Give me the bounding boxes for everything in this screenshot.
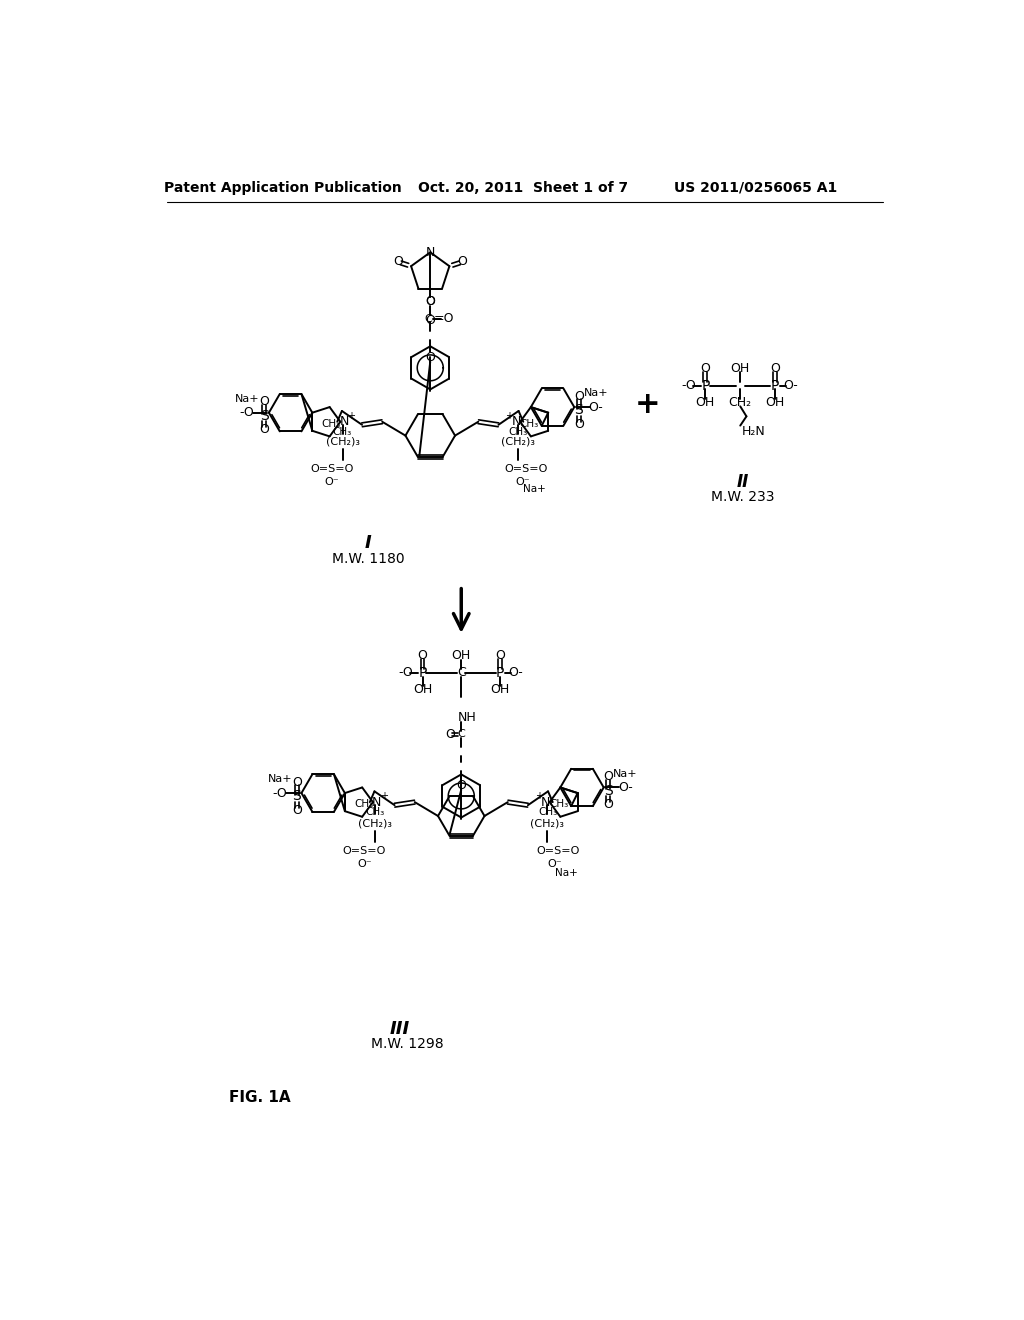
Text: (CH₂)₃: (CH₂)₃	[326, 437, 359, 446]
Text: O: O	[425, 296, 435, 308]
Text: O: O	[425, 314, 435, 327]
Text: N: N	[372, 796, 382, 809]
Text: +: +	[505, 411, 513, 421]
Text: FIG. 1A: FIG. 1A	[228, 1090, 291, 1105]
Text: CH₃: CH₃	[549, 800, 568, 809]
Text: OH: OH	[766, 396, 784, 409]
Text: O⁻: O⁻	[548, 859, 562, 869]
Text: O: O	[574, 389, 584, 403]
Text: I: I	[365, 535, 372, 552]
Text: S: S	[293, 789, 301, 803]
Text: M.W. 1298: M.W. 1298	[371, 1038, 443, 1051]
Text: OH: OH	[695, 396, 715, 409]
Text: O: O	[259, 396, 269, 408]
Text: P: P	[771, 379, 779, 392]
Text: N: N	[426, 246, 435, 259]
Text: US 2011/0256065 A1: US 2011/0256065 A1	[674, 181, 838, 194]
Text: S: S	[604, 784, 612, 797]
Text: O: O	[603, 797, 613, 810]
Text: -O: -O	[398, 667, 413, 680]
Text: CH₃: CH₃	[333, 426, 351, 437]
Text: N: N	[512, 416, 521, 428]
Text: O: O	[425, 296, 435, 308]
Text: CH₃: CH₃	[539, 807, 557, 817]
Text: P: P	[701, 379, 710, 392]
Text: (CH₂)₃: (CH₂)₃	[358, 818, 392, 829]
Text: O⁻: O⁻	[325, 477, 339, 487]
Text: O: O	[292, 804, 302, 817]
Text: Patent Application Publication: Patent Application Publication	[164, 181, 401, 194]
Text: (CH₂)₃: (CH₂)₃	[530, 818, 564, 829]
Text: C: C	[458, 730, 465, 739]
Text: O: O	[445, 727, 456, 741]
Text: C: C	[425, 314, 432, 323]
Text: Na+: Na+	[523, 484, 546, 495]
Text: H₂N: H₂N	[741, 425, 766, 438]
Text: O: O	[770, 362, 780, 375]
Text: CH₂: CH₂	[729, 396, 752, 409]
Text: OH: OH	[452, 649, 471, 663]
Text: -O: -O	[272, 787, 287, 800]
Text: O-: O-	[508, 667, 523, 680]
Text: II: II	[736, 473, 749, 491]
Text: Oct. 20, 2011  Sheet 1 of 7: Oct. 20, 2011 Sheet 1 of 7	[418, 181, 629, 194]
Text: Na+: Na+	[267, 775, 292, 784]
Text: O-: O-	[618, 781, 633, 793]
Text: O=S=O: O=S=O	[343, 846, 386, 857]
Text: O-: O-	[783, 379, 798, 392]
Text: +: +	[535, 791, 543, 801]
Text: OH: OH	[731, 362, 750, 375]
Text: CH₃: CH₃	[365, 807, 384, 817]
Text: M.W. 1180: M.W. 1180	[332, 552, 404, 566]
Text: O: O	[574, 417, 584, 430]
Text: CH₃: CH₃	[322, 418, 341, 429]
Text: O: O	[603, 770, 613, 783]
Text: O: O	[458, 255, 468, 268]
Text: +: +	[347, 411, 355, 421]
Text: O=S=O: O=S=O	[504, 465, 547, 474]
Text: Na+: Na+	[234, 393, 259, 404]
Text: O: O	[259, 424, 269, 436]
Text: =O: =O	[434, 312, 455, 325]
Text: Na+: Na+	[555, 869, 578, 878]
Text: +: +	[380, 791, 388, 801]
Text: S: S	[574, 403, 584, 417]
Text: N: N	[340, 416, 349, 428]
Text: O=S=O: O=S=O	[310, 465, 353, 474]
Text: O: O	[457, 779, 466, 792]
Text: O=S=O: O=S=O	[537, 846, 580, 857]
Text: +: +	[635, 391, 660, 420]
Text: M.W. 233: M.W. 233	[711, 490, 774, 504]
Text: CH₃: CH₃	[520, 418, 539, 429]
Text: CH₃: CH₃	[509, 426, 528, 437]
Text: Na+: Na+	[584, 388, 608, 399]
Text: NH: NH	[458, 711, 477, 723]
Text: -O: -O	[681, 379, 695, 392]
Text: III: III	[389, 1019, 410, 1038]
Text: S: S	[260, 409, 268, 422]
Text: O: O	[495, 649, 505, 663]
Text: CH₃: CH₃	[354, 800, 374, 809]
Text: N: N	[541, 796, 551, 809]
Text: Na+: Na+	[613, 768, 638, 779]
Text: O⁻: O⁻	[515, 477, 529, 487]
Text: C: C	[457, 667, 466, 680]
Text: O-: O-	[589, 400, 603, 413]
Text: P: P	[419, 665, 427, 680]
Text: -O: -O	[240, 407, 255, 420]
Text: OH: OH	[413, 684, 432, 696]
Text: OH: OH	[490, 684, 510, 696]
Text: (CH₂)₃: (CH₂)₃	[501, 437, 535, 446]
Text: O: O	[393, 255, 402, 268]
Text: O: O	[292, 776, 302, 789]
Text: O⁻: O⁻	[357, 859, 372, 869]
Text: O: O	[700, 362, 711, 375]
Text: P: P	[496, 665, 504, 680]
Text: O: O	[425, 351, 435, 363]
Text: O: O	[418, 649, 427, 663]
